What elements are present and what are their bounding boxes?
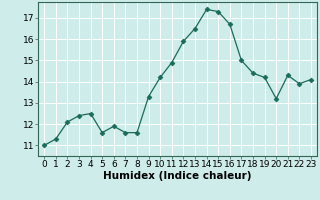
- X-axis label: Humidex (Indice chaleur): Humidex (Indice chaleur): [103, 171, 252, 181]
